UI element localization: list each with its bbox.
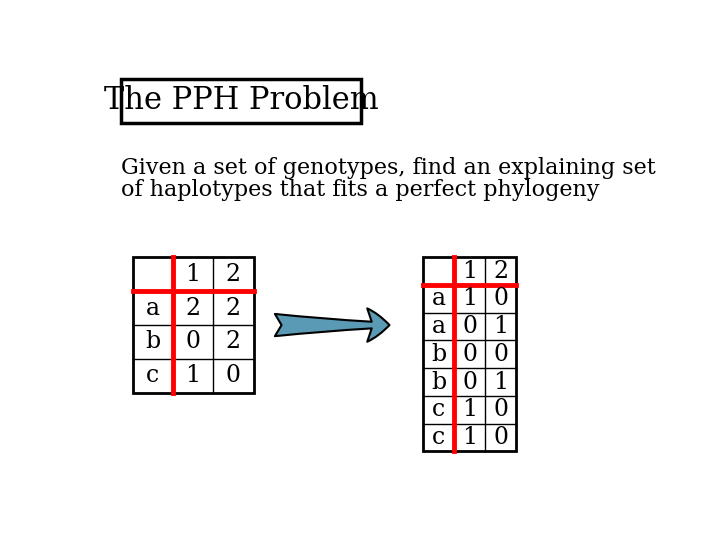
Text: 1: 1	[462, 287, 477, 310]
Text: c: c	[146, 364, 159, 387]
Text: 1: 1	[462, 426, 477, 449]
Text: 1: 1	[462, 399, 477, 421]
Text: 1: 1	[462, 260, 477, 282]
Bar	[121, 79, 361, 123]
Text: c: c	[432, 426, 445, 449]
Text: b: b	[431, 370, 446, 394]
Text: a: a	[432, 287, 446, 310]
Text: b: b	[431, 343, 446, 366]
Text: of haplotypes that fits a perfect phylogeny: of haplotypes that fits a perfect phylog…	[121, 179, 600, 201]
Text: 0: 0	[493, 343, 508, 366]
Text: 2: 2	[493, 260, 508, 282]
Text: 0: 0	[493, 399, 508, 421]
Text: b: b	[145, 330, 161, 354]
Text: 0: 0	[462, 370, 477, 394]
Bar	[132, 257, 253, 393]
Text: The PPH Problem: The PPH Problem	[104, 85, 379, 117]
Text: Given a set of genotypes, find an explaining set: Given a set of genotypes, find an explai…	[121, 157, 656, 179]
Text: 2: 2	[226, 296, 241, 320]
Text: 2: 2	[226, 330, 241, 354]
Text: c: c	[432, 399, 445, 421]
Text: 1: 1	[186, 364, 201, 387]
Text: 0: 0	[186, 330, 201, 354]
Bar	[423, 257, 516, 451]
Text: a: a	[145, 296, 160, 320]
Text: 2: 2	[186, 296, 201, 320]
Text: a: a	[432, 315, 446, 338]
Text: 2: 2	[226, 263, 241, 286]
Text: 0: 0	[493, 426, 508, 449]
Text: 1: 1	[493, 315, 508, 338]
Text: 0: 0	[226, 364, 241, 387]
Text: 0: 0	[462, 315, 477, 338]
Text: 1: 1	[493, 370, 508, 394]
Text: 1: 1	[186, 263, 201, 286]
Text: 0: 0	[493, 287, 508, 310]
Text: 0: 0	[462, 343, 477, 366]
